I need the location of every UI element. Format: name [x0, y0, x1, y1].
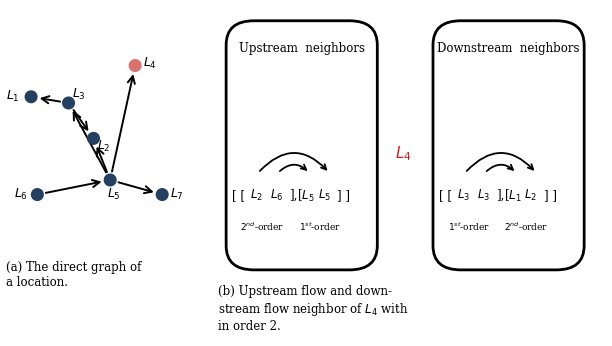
Text: $L_2$: $L_2$: [97, 139, 111, 154]
Text: Upstream  neighbors: Upstream neighbors: [239, 42, 365, 55]
Text: ] ]: ] ]: [543, 189, 556, 202]
Text: ] ]: ] ]: [337, 189, 349, 202]
Text: $L_2$: $L_2$: [250, 188, 263, 203]
Text: [ [: [ [: [439, 189, 452, 202]
Text: $L_5$: $L_5$: [318, 188, 330, 203]
Text: $L_7$: $L_7$: [170, 187, 184, 202]
Circle shape: [88, 133, 99, 144]
Text: $L_4$: $L_4$: [395, 145, 411, 163]
Text: $L_3$: $L_3$: [457, 188, 470, 203]
Text: $1^{st}$-order: $1^{st}$-order: [448, 220, 490, 233]
Text: Downstream  neighbors: Downstream neighbors: [438, 42, 580, 55]
Circle shape: [62, 97, 75, 109]
Text: $1^{st}$-order: $1^{st}$-order: [299, 220, 341, 233]
Text: ],: ],: [496, 189, 504, 202]
Text: ],: ],: [289, 189, 297, 202]
Text: [$L_5$: [$L_5$: [297, 188, 315, 203]
Circle shape: [129, 60, 141, 71]
Text: (a) The direct graph of
a location.: (a) The direct graph of a location.: [6, 261, 141, 289]
Text: $L_4$: $L_4$: [143, 56, 157, 71]
Circle shape: [31, 189, 43, 200]
Text: $2^{nd}$-order: $2^{nd}$-order: [240, 220, 284, 233]
Text: $2^{nd}$-order: $2^{nd}$-order: [504, 220, 548, 233]
Text: $L_3$: $L_3$: [477, 188, 490, 203]
Text: $L_5$: $L_5$: [108, 187, 121, 202]
Circle shape: [104, 174, 116, 186]
Circle shape: [25, 91, 37, 102]
Text: [$L_1$: [$L_1$: [504, 188, 521, 203]
FancyBboxPatch shape: [226, 21, 377, 270]
Text: [ [: [ [: [232, 189, 245, 202]
Text: $L_6$: $L_6$: [270, 188, 283, 203]
Text: (b) Upstream flow and down-
stream flow neighbor of $L_4$ with
in order 2.: (b) Upstream flow and down- stream flow …: [218, 285, 408, 333]
Text: $L_2$: $L_2$: [524, 188, 537, 203]
Text: $L_3$: $L_3$: [72, 87, 86, 102]
Circle shape: [156, 189, 168, 200]
FancyBboxPatch shape: [433, 21, 584, 270]
Text: $L_6$: $L_6$: [13, 187, 28, 202]
Text: $L_1$: $L_1$: [6, 89, 19, 104]
